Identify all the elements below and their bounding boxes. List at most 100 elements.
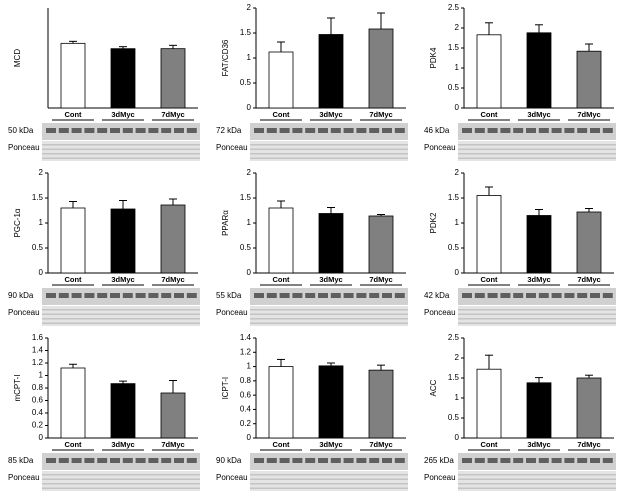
blot-band xyxy=(382,128,392,133)
stain-band xyxy=(458,148,616,150)
bar xyxy=(368,28,394,109)
blot-band xyxy=(526,128,536,133)
y-tick-label: 2 xyxy=(247,168,252,177)
bar xyxy=(318,365,344,439)
y-axis-label: PDK4 xyxy=(429,47,438,68)
blot-band xyxy=(279,293,290,298)
blot-size-label: 46 kDa xyxy=(424,126,450,135)
blot-band xyxy=(474,128,485,133)
stain-band xyxy=(42,309,200,311)
blot-band xyxy=(564,128,575,133)
y-tick-label: 1.2 xyxy=(240,347,252,356)
stain-band xyxy=(42,483,200,485)
y-tick-label: 0.5 xyxy=(448,83,460,92)
y-tick-label: 1.2 xyxy=(32,358,44,367)
bar xyxy=(526,382,552,439)
blot-band xyxy=(279,128,290,133)
blot-band xyxy=(330,128,341,133)
category-label: 3dMyc xyxy=(111,440,134,449)
stain-image xyxy=(250,471,408,491)
blot-band xyxy=(513,458,524,463)
category-label: 3dMyc xyxy=(527,275,550,284)
blot-band xyxy=(356,293,367,298)
y-tick-label: 0.5 xyxy=(448,243,460,252)
category-label: Cont xyxy=(64,440,82,449)
bar xyxy=(160,204,186,274)
bar xyxy=(60,207,86,274)
blot-band xyxy=(487,128,498,133)
y-tick-label: 1 xyxy=(247,362,252,371)
blot-size-label: 50 kDa xyxy=(8,126,34,135)
blot-band xyxy=(135,458,146,463)
y-axis-label: PGC-1α xyxy=(13,208,22,237)
y-tick-label: 0 xyxy=(247,103,252,112)
y-tick-label: 1 xyxy=(247,218,252,227)
panel: 0 0.5 1 1.5 2 2.5 ACC Cont 3dMyc 7dMyc 265 kDa Ponc… xyxy=(424,333,616,491)
stain-band xyxy=(42,478,200,480)
blot-band xyxy=(602,128,613,133)
y-tick-label: 2 xyxy=(455,168,460,177)
blot-band xyxy=(110,128,120,133)
y-tick-label: 0 xyxy=(247,433,252,442)
stain-band xyxy=(250,318,408,320)
y-axis-label: PDK2 xyxy=(429,212,438,233)
blot-band xyxy=(110,458,120,463)
blot-band xyxy=(526,293,536,298)
y-tick-label: 1.5 xyxy=(448,43,460,52)
blot-image xyxy=(42,288,200,305)
panel: 0 0.5 1 1.5 2 PDK2 Cont 3dMyc 7dMyc 42 kDa Ponceau xyxy=(424,168,616,326)
stain-band xyxy=(458,478,616,480)
blot-band xyxy=(577,293,588,298)
stain-band xyxy=(42,322,200,324)
category-label: 7dMyc xyxy=(577,440,600,449)
stain-band xyxy=(250,309,408,311)
blot-band xyxy=(174,128,184,133)
blot-band xyxy=(369,458,380,463)
stain-label: Ponceau xyxy=(216,308,248,317)
bar xyxy=(576,211,602,274)
panel: 0 0.5 1 1.5 2 PPARα Cont 3dMyc 7dMyc 55 kDa Poncea… xyxy=(216,168,408,326)
blot-size-label: 72 kDa xyxy=(216,126,242,135)
y-tick-label: 0.5 xyxy=(32,243,44,252)
panel: 0 0.5 1 1.5 2 FAT/CD36 Cont 3dMyc 7dMyc 72 kDa Pon… xyxy=(216,3,408,161)
stain-band xyxy=(250,487,408,489)
blot-band xyxy=(292,458,303,463)
blot-band xyxy=(84,458,95,463)
y-axis-label: PPARα xyxy=(221,210,230,236)
blot-band xyxy=(343,458,354,463)
stain-band xyxy=(458,487,616,489)
blot-band xyxy=(500,128,511,133)
stain-band xyxy=(458,313,616,315)
stain-band xyxy=(250,157,408,159)
blot-band xyxy=(266,458,277,463)
bar xyxy=(268,366,294,439)
y-axis-label: ACC xyxy=(429,379,438,396)
category-label: 7dMyc xyxy=(369,110,392,119)
stain-band xyxy=(250,144,408,146)
y-tick-label: 1.5 xyxy=(32,193,44,202)
y-tick-label: 2 xyxy=(247,3,252,12)
stain-image xyxy=(250,141,408,161)
blot-image xyxy=(250,288,408,305)
category-label: 3dMyc xyxy=(319,440,342,449)
stain-label: Ponceau xyxy=(216,143,248,152)
blot-band xyxy=(305,128,316,133)
blot-band xyxy=(538,293,549,298)
y-tick-label: 1.5 xyxy=(240,193,252,202)
category-label: Cont xyxy=(480,440,498,449)
blot-band xyxy=(254,128,264,133)
blot-band xyxy=(71,128,82,133)
bar xyxy=(576,377,602,439)
bar xyxy=(526,32,552,109)
y-tick-label: 1.5 xyxy=(240,28,252,37)
blot-band xyxy=(174,293,184,298)
category-label: 3dMyc xyxy=(111,110,134,119)
y-tick-label: 1 xyxy=(39,371,44,380)
blot-band xyxy=(500,293,511,298)
category-label: 7dMyc xyxy=(161,110,184,119)
y-tick-label: 0.6 xyxy=(32,396,44,405)
blot-band xyxy=(474,458,485,463)
panel: 0 0.5 1 1.5 2 PGC-1α Cont 3dMyc 7dMyc 90 kDa Ponce… xyxy=(8,168,200,326)
stain-band xyxy=(250,313,408,315)
